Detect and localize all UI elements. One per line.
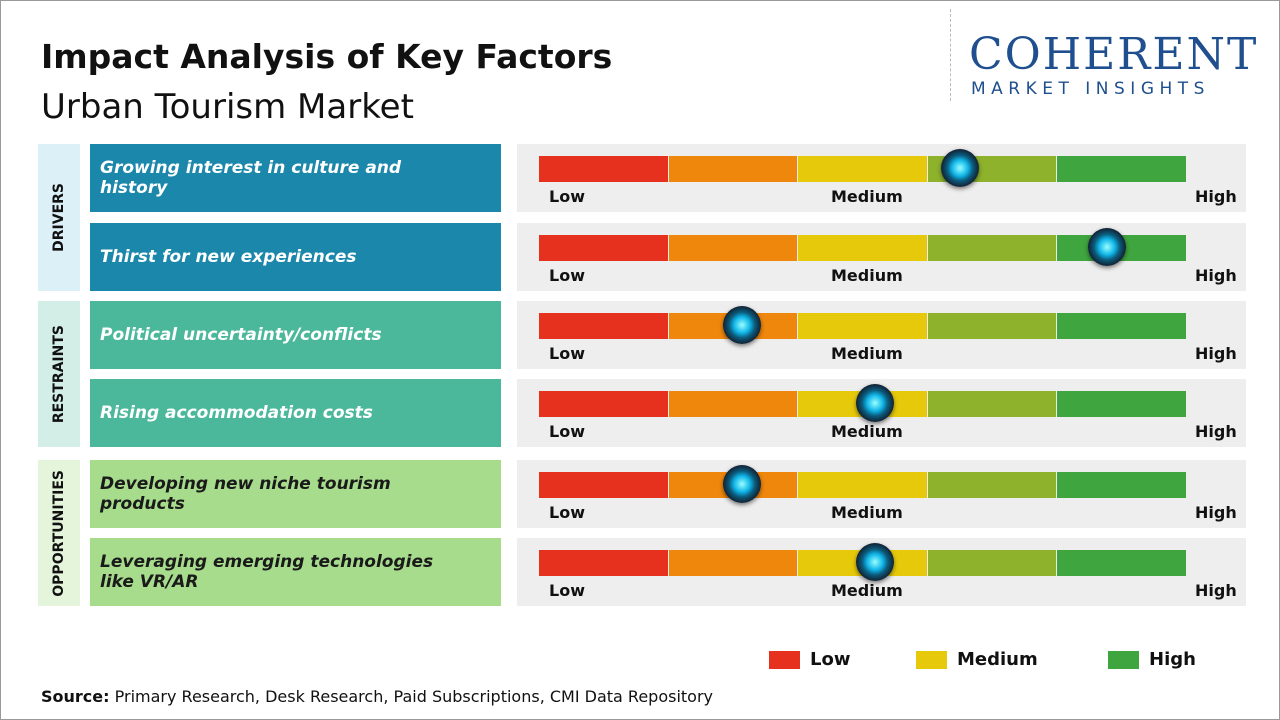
scale-label: Medium (831, 581, 903, 600)
scale-label: Low (549, 187, 585, 206)
scale-segment (539, 472, 668, 498)
source-label: Source: (41, 687, 110, 706)
scale-segment (1057, 156, 1186, 182)
legend-item: Low (769, 649, 850, 670)
impact-scale: Low Medium High (517, 301, 1246, 369)
impact-marker (855, 543, 894, 581)
legend-swatch (769, 650, 800, 669)
scale-segment (798, 313, 927, 339)
scale-segment (668, 156, 798, 182)
scale-segment (1057, 391, 1186, 417)
factor-label: Developing new niche tourism products (90, 460, 501, 528)
source-text: Primary Research, Desk Research, Paid Su… (114, 687, 714, 706)
scale-label: Medium (831, 344, 903, 363)
scale-label: High (1195, 422, 1237, 441)
group-label: RESTRAINTS (51, 324, 67, 424)
impact-marker (1087, 228, 1126, 266)
scale-label: High (1195, 266, 1237, 285)
legend-item: High (1108, 649, 1196, 670)
group-box: RESTRAINTS (38, 301, 80, 447)
impact-scale: Low Medium High (517, 538, 1246, 606)
scale-segment (798, 235, 927, 261)
group-box: OPPORTUNITIES (38, 460, 80, 606)
title: Impact Analysis of Key Factors (41, 37, 613, 76)
scale-segment (539, 313, 668, 339)
scale-label: Medium (831, 503, 903, 522)
group-label: OPPORTUNITIES (51, 469, 67, 597)
scale-segment (539, 156, 668, 182)
scale-label: Low (549, 266, 585, 285)
impact-scale: Low Medium High (517, 223, 1246, 291)
factor-label: Thirst for new experiences (90, 223, 501, 291)
impact-scale: Low Medium High (517, 379, 1246, 447)
scale-label: Medium (831, 187, 903, 206)
group-box: DRIVERS (38, 144, 80, 291)
factor-label: Growing interest in culture and history (90, 144, 501, 212)
scale-label: Medium (831, 422, 903, 441)
scale-label: Medium (831, 266, 903, 285)
legend-label: High (1149, 649, 1196, 670)
scale-segment (798, 156, 927, 182)
scale-segment (1057, 313, 1186, 339)
impact-marker (855, 384, 894, 422)
factor-label: Political uncertainty/conflicts (90, 301, 501, 369)
scale-label: Low (549, 422, 585, 441)
scale-segment (798, 472, 927, 498)
scale-segment (539, 550, 668, 576)
scale-segment (927, 235, 1057, 261)
impact-scale: Low Medium High (517, 144, 1246, 212)
logo-name: COHERENT (969, 29, 1259, 80)
scale-label: Low (549, 344, 585, 363)
factor-label: Leveraging emerging technologies like VR… (90, 538, 501, 606)
scale-segment (539, 235, 668, 261)
impact-marker (723, 465, 762, 503)
divider (950, 9, 951, 101)
scale-label: High (1195, 581, 1237, 600)
legend-swatch (1108, 650, 1139, 669)
scale-label: Low (549, 503, 585, 522)
legend-label: Low (810, 649, 851, 670)
legend-item: Medium (916, 649, 1038, 670)
scale-segment (668, 235, 798, 261)
scale-label: High (1195, 503, 1237, 522)
legend-swatch (916, 650, 947, 669)
scale-segment (927, 472, 1057, 498)
scale-segment (1057, 550, 1186, 576)
logo-tagline: MARKET INSIGHTS (971, 79, 1210, 99)
impact-marker (941, 149, 980, 187)
scale-segment (668, 550, 798, 576)
subtitle: Urban Tourism Market (41, 87, 414, 127)
scale-segment (539, 391, 668, 417)
scale-segment (927, 391, 1057, 417)
scale-label: Low (549, 581, 585, 600)
scale-label: High (1195, 344, 1237, 363)
scale-segment (927, 550, 1057, 576)
group-label: DRIVERS (51, 183, 67, 252)
scale-segment (1057, 472, 1186, 498)
legend-label: Medium (957, 649, 1038, 670)
source: Source: Primary Research, Desk Research,… (41, 687, 713, 706)
impact-marker (723, 306, 762, 344)
scale-segment (668, 391, 798, 417)
impact-scale: Low Medium High (517, 460, 1246, 528)
scale-segment (927, 313, 1057, 339)
scale-label: High (1195, 187, 1237, 206)
factor-label: Rising accommodation costs (90, 379, 501, 447)
